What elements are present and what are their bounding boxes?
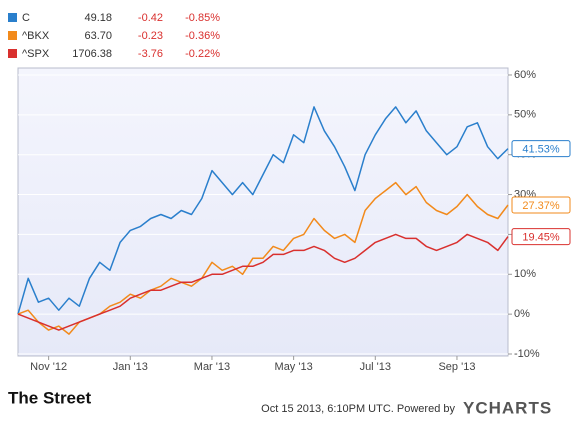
end-label: 19.45% [522,232,560,244]
end-label: 27.37% [522,200,560,212]
legend-change: -0.23 [138,30,163,42]
x-tick-label: Sep '13 [438,361,475,373]
legend-swatch [8,49,17,58]
y-tick-label: 60% [514,69,536,81]
y-tick-label: 0% [514,308,530,320]
end-label-box [511,196,571,214]
end-label: 41.53% [522,144,560,156]
y-tick-label: -10% [514,348,540,360]
legend-price: 49.18 [84,12,112,24]
end-label-box [511,140,571,158]
y-tick-label: 10% [514,268,536,280]
x-tick-label: Jul '13 [360,361,391,373]
legend-swatch [8,13,17,22]
footer: Oct 15 2013, 6:10PM UTC. Powered by [261,403,455,415]
end-label-box [511,228,571,246]
source-logo: The Street [8,388,91,407]
legend-swatch [8,31,17,40]
legend-name: ^BKX [22,30,50,42]
legend-name: C [22,12,30,24]
x-tick-label: May '13 [275,361,313,373]
x-tick-label: Jan '13 [113,361,148,373]
legend-price: 63.70 [84,30,112,42]
plot-area [17,67,509,357]
series-line [17,233,509,331]
legend-name: ^SPX [22,48,50,60]
legend-change: -3.76 [138,48,163,60]
brand-logo: YCHARTS [463,398,552,417]
x-tick-label: Nov '12 [30,361,67,373]
legend-change: -0.42 [138,12,163,24]
legend-change-pct: -0.85% [185,12,220,24]
y-tick-label: 50% [514,109,536,121]
series-line [17,106,509,315]
x-tick-label: Mar '13 [194,361,230,373]
legend-change-pct: -0.36% [185,30,220,42]
legend-change-pct: -0.22% [185,48,220,60]
legend-price: 1706.38 [72,48,112,60]
